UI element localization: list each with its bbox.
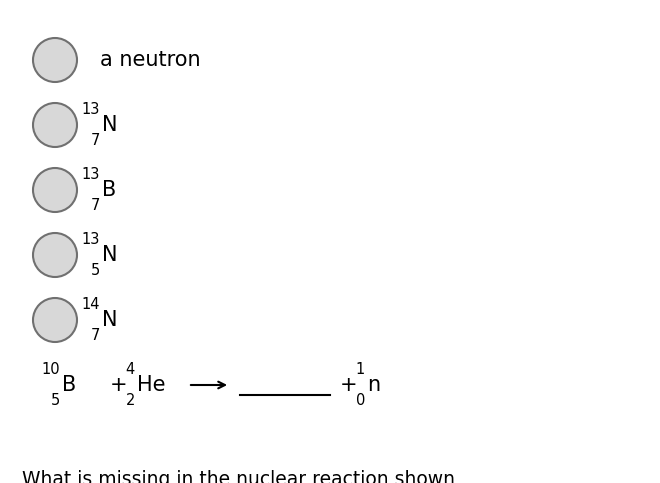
Text: 13: 13	[82, 102, 100, 117]
Text: N: N	[102, 310, 117, 330]
Text: 4: 4	[126, 362, 135, 377]
Text: What is missing in the nuclear reaction shown
below?: What is missing in the nuclear reaction …	[22, 470, 455, 483]
Text: 14: 14	[81, 297, 100, 312]
Text: a neutron: a neutron	[100, 50, 201, 70]
Text: 10: 10	[42, 362, 60, 377]
Text: 7: 7	[90, 198, 100, 213]
Text: N: N	[102, 245, 117, 265]
Text: 13: 13	[82, 232, 100, 247]
Circle shape	[33, 233, 77, 277]
Text: He: He	[137, 375, 166, 395]
Text: 7: 7	[90, 133, 100, 148]
Text: B: B	[62, 375, 77, 395]
Text: +: +	[110, 375, 127, 395]
Text: B: B	[102, 180, 116, 200]
Text: 0: 0	[356, 393, 365, 408]
Text: 7: 7	[90, 328, 100, 343]
Text: n: n	[367, 375, 380, 395]
Text: 2: 2	[125, 393, 135, 408]
Text: 5: 5	[91, 263, 100, 278]
Circle shape	[33, 168, 77, 212]
Text: N: N	[102, 115, 117, 135]
Text: 1: 1	[356, 362, 365, 377]
Text: 5: 5	[51, 393, 60, 408]
Circle shape	[33, 38, 77, 82]
Text: +: +	[340, 375, 358, 395]
Circle shape	[33, 298, 77, 342]
Circle shape	[33, 103, 77, 147]
Text: 13: 13	[82, 167, 100, 182]
